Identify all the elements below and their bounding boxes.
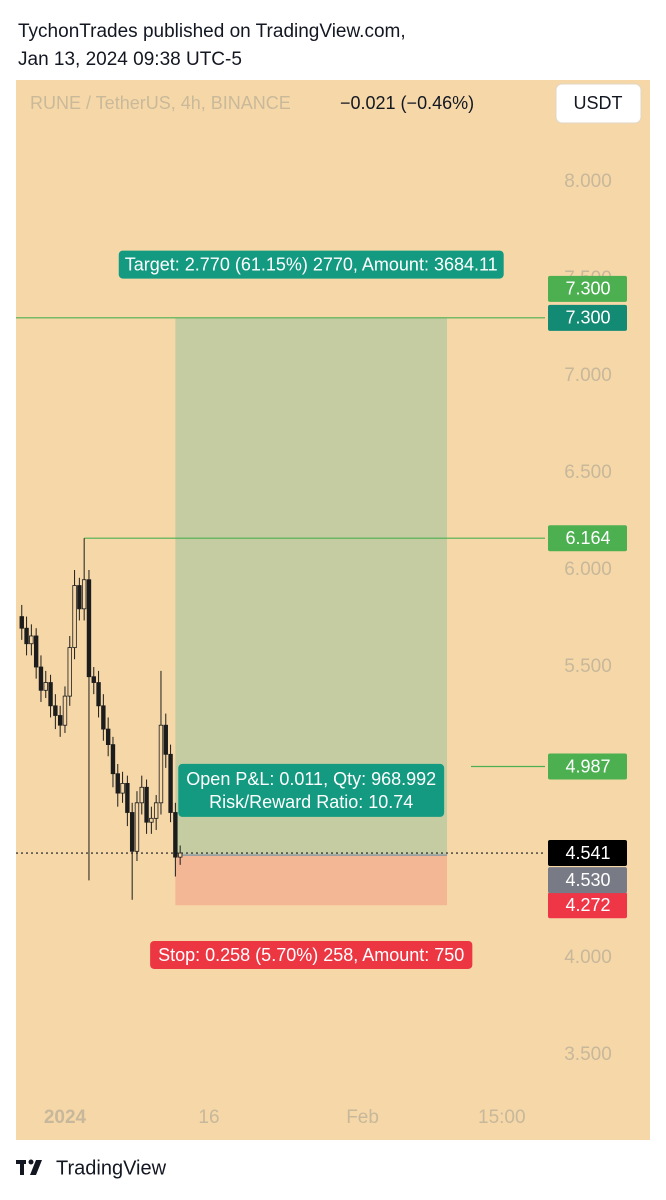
plot: 3.5004.0004.5005.0005.5006.0006.5007.000… [16,171,627,1128]
candle-body [96,682,101,707]
pnl-label: Open P&L: 0.011, Qty: 968.992 [186,769,436,789]
y-tick-label: 5.500 [564,656,612,677]
candle-body [57,715,63,726]
price-label: 4.541 [565,843,610,863]
price-label: 7.300 [565,308,610,328]
y-tick-label: 8.000 [564,171,612,192]
candle-body [48,682,53,707]
candle-body [163,724,168,755]
candle-body [77,585,82,610]
stop-label: Stop: 0.258 (5.70%) 258, Amount: 750 [158,945,464,965]
candle-body [81,579,87,610]
candle-body [144,786,149,823]
price-label: 4.272 [565,895,610,915]
price-label: 4.987 [565,756,610,776]
price-label-box [548,892,627,919]
candle-body [86,579,92,678]
candle-body [120,783,125,794]
price-label: 7.300 [565,279,610,299]
candle-body [115,773,120,794]
candle-body [177,852,183,858]
y-tick-label: 6.500 [564,462,612,483]
rr-label: Risk/Reward Ratio: 10.74 [209,792,413,812]
candle-body [158,724,164,804]
candle-body [173,812,178,858]
candle-body [67,647,72,697]
price-label-box [548,867,627,894]
candle-body [139,786,144,804]
price-label-box [548,275,627,302]
candle-body [168,753,173,813]
candle-body [101,705,106,730]
candle-body [62,695,68,726]
change: −0.021 (−0.46%) [340,93,474,113]
publish-date: Jan 13, 2024 09:38 UTC-5 [18,49,242,70]
candle-body [105,728,111,746]
x-tick-label: 15:00 [478,1107,526,1128]
target-label: Target: 2.770 (61.15%) 2770, Amount: 368… [125,255,498,275]
price-label-box [548,525,627,552]
price-label-box [548,753,627,780]
price-label: 4.530 [565,870,610,890]
candle-body [29,635,34,645]
currency-button[interactable] [555,83,642,124]
candle-body [53,705,58,716]
logo [16,1159,42,1175]
label-box [178,763,445,817]
candle-body [43,682,48,691]
candle-body [149,817,154,823]
candle-body [38,666,44,691]
x-tick-label: 16 [198,1107,219,1128]
candle-body [125,783,130,813]
candle-body [134,802,140,852]
publisher: TychonTrades published on TradingView.co… [18,21,406,42]
candle-body [24,627,29,645]
label-box [118,250,504,279]
y-tick-label: 3.500 [564,1044,612,1065]
logo-part [20,1160,24,1175]
price-label: 6.164 [565,528,610,548]
y-tick-label: 7.000 [564,365,612,386]
symbol: RUNE / TetherUS, 4h, BINANCE [30,93,291,113]
candle-body [129,812,135,852]
candle-body [72,585,77,649]
currency[interactable]: USDT [574,93,623,113]
loss-zone [175,855,448,906]
y-tick-label: 6.000 [564,559,612,580]
y-tick-label: 4.000 [564,947,612,968]
brand: TradingView [56,1157,167,1179]
price-label-box [548,304,627,331]
x-tick-label: 2024 [44,1107,87,1128]
candle-body [110,744,116,775]
x-tick-label: Feb [346,1107,379,1128]
candle-body [19,616,24,629]
logo-part [28,1159,34,1165]
logo-part [30,1160,42,1175]
candle-body [91,676,96,683]
price-label-box [548,840,627,867]
candle-body [153,802,159,819]
label-box [150,940,473,969]
candle-body [33,635,39,668]
